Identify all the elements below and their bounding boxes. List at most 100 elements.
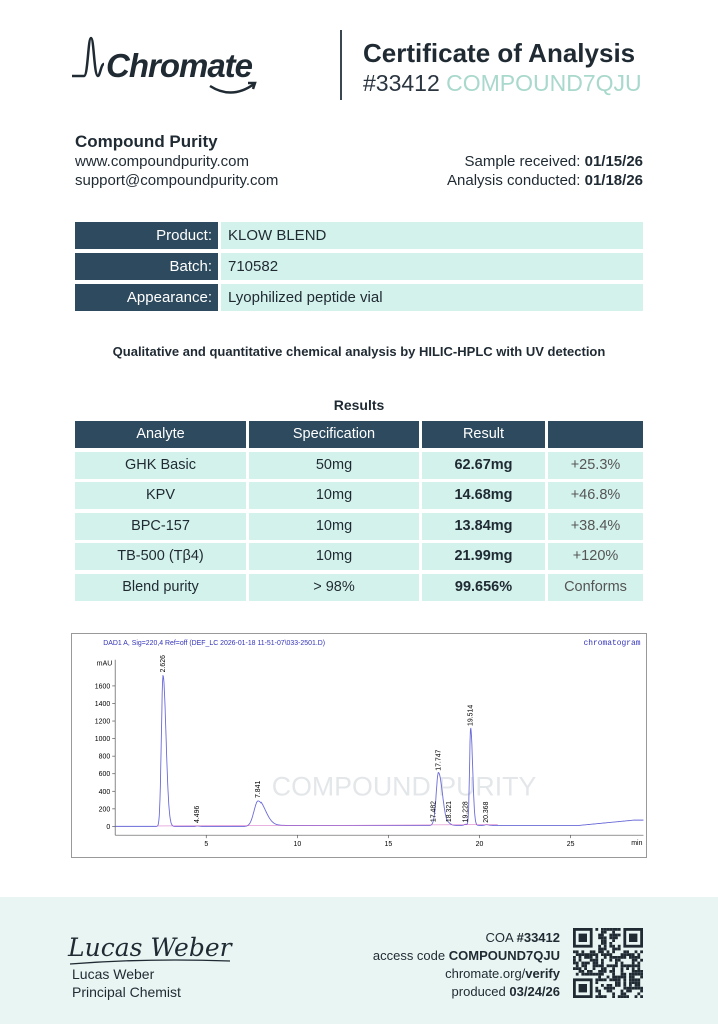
chart-title: DAD1 A, Sig=220,4 Ref=off (DEF_LC 2026-0…	[103, 640, 325, 647]
verify-path: verify	[525, 966, 560, 981]
coa-id: #33412	[363, 70, 440, 96]
analysis-conducted: Analysis conducted: 01/18/26	[447, 172, 643, 189]
column-header: Analyte	[75, 421, 246, 448]
baseline	[157, 824, 498, 827]
client-website: www.compoundpurity.com	[75, 153, 249, 170]
y-tick-label: 800	[99, 754, 111, 761]
produced-date: 03/24/26	[509, 984, 560, 999]
footer-access-code: access code COMPOUND7QJU	[373, 948, 560, 963]
table-cell: 62.67mg	[422, 451, 545, 479]
qr-code-icon[interactable]	[573, 928, 643, 998]
footer-coa-number: #33412	[516, 930, 560, 945]
header-divider	[340, 30, 342, 100]
column-header: Specification	[249, 421, 419, 448]
verify-link[interactable]: chromate.org/verify	[445, 966, 560, 981]
analysis-label: Analysis conducted:	[447, 172, 581, 189]
y-tick-label: 1600	[95, 683, 111, 690]
table-cell: 13.84mg	[422, 512, 545, 540]
sample-received: Sample received: 01/15/26	[465, 153, 643, 170]
y-tick-label: 600	[99, 771, 111, 778]
table-row: KPV 10mg 14.68mg +46.8%	[75, 482, 643, 509]
watermark: COMPOUND PURITY	[272, 772, 537, 802]
footer-coa: COA #33412	[486, 930, 560, 945]
peak-label: 7.841	[255, 781, 262, 798]
signature-text: Lucas Weber	[67, 933, 234, 962]
y-tick-label: 1000	[95, 736, 111, 743]
chromate-logo: Chromate	[72, 36, 257, 94]
peak-label: 19.514	[468, 705, 475, 726]
signer-name: Lucas Weber	[72, 966, 155, 982]
signer-role: Principal Chemist	[72, 984, 181, 1000]
table-cell: 10mg	[249, 543, 419, 570]
y-tick-label: 400	[99, 789, 111, 796]
column-header: Result	[422, 421, 545, 448]
footer-produced: produced 03/24/26	[452, 984, 560, 999]
info-label: Product:	[75, 222, 218, 249]
peak-label: 2.626	[160, 655, 167, 672]
chromatogram-trace	[115, 674, 644, 827]
y-tick-label: 1200	[95, 719, 111, 726]
analysis-date: 01/18/26	[584, 172, 643, 189]
table-cell: 21.99mg	[422, 543, 545, 570]
peak-label: 18.321	[446, 801, 453, 822]
info-value: Lyophilized peptide vial	[221, 284, 643, 311]
table-cell: BPC-157	[75, 512, 246, 540]
y-tick-label: 0	[106, 824, 110, 831]
table-cell: +25.3%	[548, 451, 643, 479]
table-cell: Blend purity	[75, 573, 246, 601]
info-value: 710582	[221, 253, 643, 280]
method-description: Qualitative and quantitative chemical an…	[112, 344, 606, 359]
access-label: access code	[372, 948, 446, 963]
x-tick-label: 5	[204, 841, 208, 848]
table-cell: GHK Basic	[75, 451, 246, 479]
results-title: Results	[333, 397, 385, 413]
table-cell: 14.68mg	[422, 482, 545, 509]
table-row: TB-500 (Tβ4) 10mg 21.99mg +120%	[75, 543, 643, 570]
table-header: Analyte Specification Result	[75, 421, 643, 448]
client-email: support@compoundpurity.com	[75, 172, 279, 189]
sample-received-date: 01/15/26	[584, 153, 643, 170]
table-cell: 99.656%	[422, 573, 545, 601]
chart-corner-label: chromatogram	[584, 639, 641, 648]
x-tick-label: 20	[476, 841, 484, 848]
signature: Lucas Weber	[67, 933, 234, 965]
table-cell: +38.4%	[548, 512, 643, 540]
x-tick-label: 10	[293, 841, 301, 848]
peak-label: 4.496	[194, 806, 201, 823]
table-row: GHK Basic 50mg 62.67mg +25.3%	[75, 451, 643, 479]
peak-label: 17.482	[431, 801, 438, 822]
verify-domain: chromate.org/	[445, 966, 526, 981]
x-axis-label: min	[631, 840, 642, 847]
table-cell: +120%	[548, 543, 643, 570]
sample-received-label: Sample received:	[464, 153, 581, 170]
table-row: BPC-157 10mg 13.84mg +38.4%	[75, 512, 643, 540]
peak-label: 19.228	[462, 801, 469, 822]
x-tick-label: 15	[385, 841, 393, 848]
table-row: Blend purity > 98% 99.656% Conforms	[75, 573, 643, 601]
table-cell: TB-500 (Tβ4)	[75, 543, 246, 570]
table-cell: KPV	[75, 482, 246, 509]
table-cell: +46.8%	[548, 482, 643, 509]
y-axis-label: mAU	[97, 661, 112, 668]
table-cell: 10mg	[249, 512, 419, 540]
column-header	[548, 421, 643, 448]
table-cell: > 98%	[249, 573, 419, 601]
table-cell: 50mg	[249, 451, 419, 479]
y-tick-label: 1400	[95, 701, 111, 708]
info-label: Batch:	[75, 253, 218, 280]
coa-number: #33412 COMPOUND7QJU	[363, 70, 642, 97]
info-value: KLOW BLEND	[221, 222, 643, 249]
info-row-batch: Batch: 710582	[75, 253, 643, 280]
svg-text:Chromate: Chromate	[106, 47, 253, 84]
client-name: Compound Purity	[75, 132, 218, 151]
info-row-product: Product: KLOW BLEND	[75, 222, 643, 249]
access-code: COMPOUND7QJU	[448, 948, 560, 963]
y-tick-label: 200	[99, 806, 111, 813]
document-title: Certificate of Analysis	[363, 38, 636, 68]
info-row-appearance: Appearance: Lyophilized peptide vial	[75, 284, 643, 311]
table-cell: Conforms	[548, 573, 643, 601]
peak-label: 20.368	[483, 801, 490, 822]
coa-code: COMPOUND7QJU	[446, 70, 642, 96]
info-label: Appearance:	[75, 284, 218, 311]
chromatogram-chart: COMPOUND PURITY DAD1 A, Sig=220,4 Ref=off…	[71, 633, 647, 858]
